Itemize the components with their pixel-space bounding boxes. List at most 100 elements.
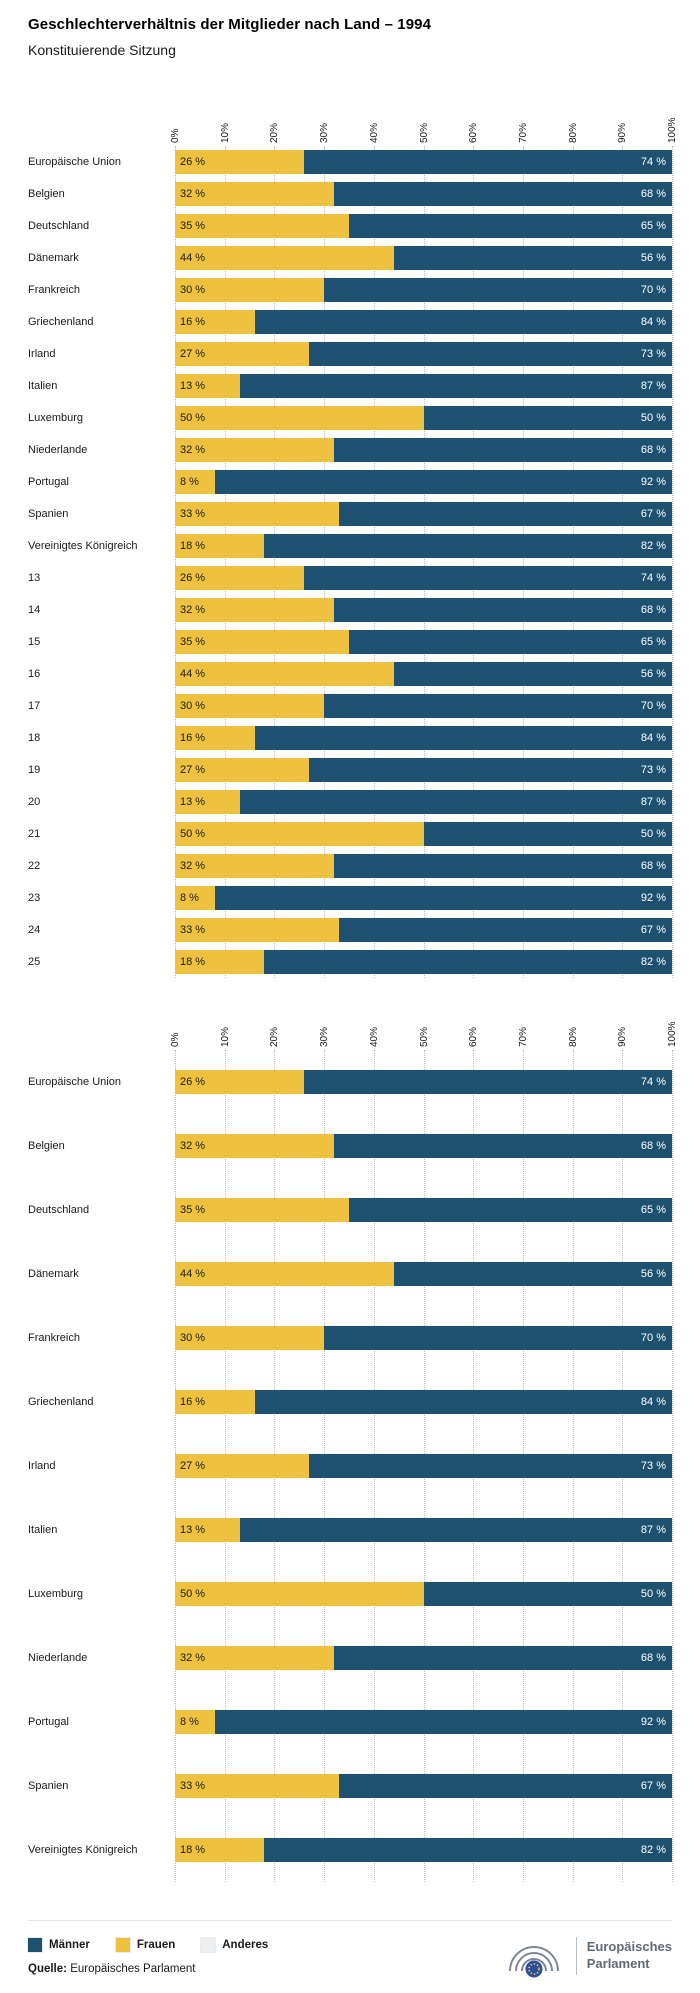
gridline [522, 146, 524, 978]
bar-plot: 26 % 74 % [175, 150, 672, 174]
bar-value-frauen: 27 % [180, 764, 206, 776]
bar-maenner: 50 % [423, 1582, 672, 1606]
chart-country-detail: 0% 10% 20% 30% 40% 50% 60% 70% 80% 90% 100% Europä… [28, 1004, 678, 1882]
bar-value-maenner: 84 % [640, 316, 666, 328]
bar-row: 21 50 % 50 % [28, 818, 672, 850]
bar-maenner: 74 % [304, 566, 672, 590]
bar-value-maenner: 67 % [640, 1780, 666, 1792]
bar-value-maenner: 73 % [640, 1460, 666, 1472]
row-label: Deutschland [28, 220, 90, 232]
row-label: Belgien [28, 1140, 65, 1152]
bar-frauen: 30 % [175, 1326, 325, 1350]
bar-maenner: 87 % [239, 374, 672, 398]
bar-maenner: 56 % [393, 1262, 672, 1286]
bar-plot: 16 % 84 % [175, 1390, 672, 1414]
axis-tick-label: 50% [418, 122, 430, 143]
row-label: Portugal [28, 476, 69, 488]
legend-item: Anderes [200, 1936, 268, 1953]
bar-row: Griechenland 16 % 84 % [28, 306, 672, 338]
bar-plot: 18 % 82 % [175, 534, 672, 558]
bar-value-maenner: 67 % [640, 508, 666, 520]
bar-value-frauen: 50 % [180, 1588, 206, 1600]
bar-row: 20 13 % 87 % [28, 786, 672, 818]
bar-maenner: 50 % [423, 822, 672, 846]
bar-maenner: 68 % [334, 438, 672, 462]
bar-maenner: 65 % [348, 214, 672, 238]
row-label: Deutschland [28, 1204, 90, 1216]
bar-value-maenner: 65 % [640, 220, 666, 232]
bar-value-frauen: 13 % [180, 380, 206, 392]
bar-frauen: 35 % [175, 214, 349, 238]
bar-value-frauen: 44 % [180, 252, 206, 264]
bar-row: Dänemark 44 % 56 % [28, 242, 672, 274]
bar-row: Europäische Union 26 % 74 % [28, 1050, 672, 1114]
grid-layer [175, 146, 673, 978]
row-label: Italien [28, 1524, 58, 1536]
bar-value-maenner: 70 % [640, 284, 666, 296]
bar-frauen: 30 % [175, 694, 325, 718]
bar-value-maenner: 67 % [640, 924, 666, 936]
bar-value-frauen: 16 % [180, 1396, 206, 1408]
bar-row: Portugal 8 % 92 % [28, 1690, 672, 1754]
bar-frauen: 35 % [175, 630, 349, 654]
row-label: 16 [28, 668, 41, 680]
bar-value-frauen: 44 % [180, 668, 206, 680]
x-axis: 0% 10% 20% 30% 40% 50% 60% 70% 80% 90% 100% [170, 100, 678, 146]
bar-row: Belgien 32 % 68 % [28, 178, 672, 210]
row-label: 19 [28, 764, 41, 776]
legend-label: Frauen [136, 1938, 176, 1951]
row-label: 17 [28, 700, 41, 712]
bar-maenner: 92 % [214, 1710, 672, 1734]
bar-value-frauen: 8 % [180, 892, 199, 904]
axis-tick-label: 0% [170, 1032, 181, 1047]
bar-plot: 26 % 74 % [175, 1070, 672, 1094]
bar-value-frauen: 26 % [180, 156, 206, 168]
bar-plot: 27 % 73 % [175, 342, 672, 366]
bar-value-maenner: 68 % [640, 1652, 666, 1664]
bar-row: Vereinigtes Königreich 18 % 82 % [28, 530, 672, 562]
bar-value-maenner: 68 % [640, 444, 666, 456]
bar-value-frauen: 44 % [180, 1268, 206, 1280]
bar-plot: 50 % 50 % [175, 822, 672, 846]
bar-plot: 32 % 68 % [175, 598, 672, 622]
bar-plot: 13 % 87 % [175, 1518, 672, 1542]
bar-frauen: 44 % [175, 246, 394, 270]
bar-maenner: 74 % [304, 1070, 672, 1094]
bar-plot: 18 % 82 % [175, 1838, 672, 1862]
bar-maenner: 82 % [264, 534, 672, 558]
bar-frauen: 32 % [175, 854, 335, 878]
bar-frauen: 8 % [175, 1710, 215, 1734]
logo-wordmark: Europäisches Parlament [587, 1939, 672, 1973]
page-subtitle: Konstituierende Sitzung [28, 42, 176, 58]
bar-value-frauen: 32 % [180, 188, 206, 200]
bar-frauen: 30 % [175, 278, 325, 302]
bar-value-maenner: 87 % [640, 796, 666, 808]
bar-value-frauen: 26 % [180, 1076, 206, 1088]
bar-frauen: 8 % [175, 470, 215, 494]
bar-value-maenner: 50 % [640, 828, 666, 840]
bar-row: Italien 13 % 87 % [28, 1498, 672, 1562]
bar-plot: 35 % 65 % [175, 630, 672, 654]
bar-plot: 30 % 70 % [175, 278, 672, 302]
bar-frauen: 26 % [175, 566, 305, 590]
row-label: Europäische Union [28, 156, 121, 168]
axis-tick-label: 30% [319, 122, 331, 143]
bar-row: Niederlande 32 % 68 % [28, 1626, 672, 1690]
gridline [274, 146, 276, 978]
axis-tick-label: 100% [667, 1021, 678, 1047]
bar-value-maenner: 68 % [640, 188, 666, 200]
bar-plot: 13 % 87 % [175, 790, 672, 814]
bar-frauen: 27 % [175, 1454, 310, 1478]
bar-frauen: 35 % [175, 1198, 349, 1222]
axis-tick-label: 30% [319, 1026, 331, 1047]
bar-maenner: 67 % [339, 918, 672, 942]
bar-value-maenner: 68 % [640, 1140, 666, 1152]
bar-plot: 16 % 84 % [175, 726, 672, 750]
ep-logo: Europäisches Parlament [502, 1933, 672, 1979]
bar-maenner: 84 % [254, 310, 672, 334]
bar-maenner: 74 % [304, 150, 672, 174]
bar-frauen: 33 % [175, 1774, 339, 1798]
bar-row: 24 33 % 67 % [28, 914, 672, 946]
bar-plot: 33 % 67 % [175, 918, 672, 942]
bar-maenner: 87 % [239, 790, 672, 814]
